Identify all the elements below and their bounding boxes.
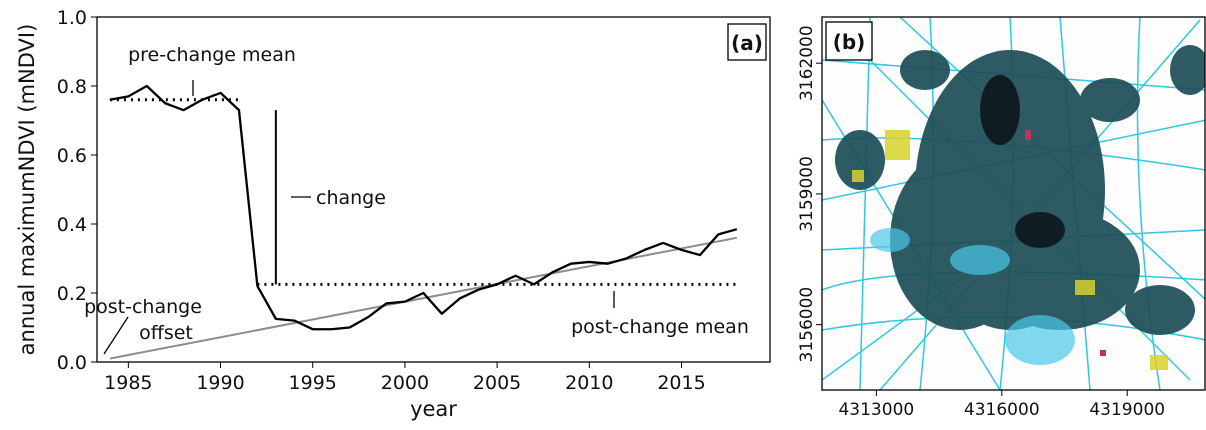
y-tick-label: 0.2 bbox=[57, 283, 87, 305]
y-tick-label: 3159000 bbox=[797, 156, 817, 232]
x-tick-label: 4313000 bbox=[838, 400, 914, 420]
annotation: post-change mean bbox=[571, 316, 749, 338]
x-tick-label: 2015 bbox=[657, 372, 705, 394]
y-tick-label: 1.0 bbox=[57, 7, 87, 29]
y-tick-label: 0.0 bbox=[57, 352, 87, 374]
annotation: offset bbox=[139, 322, 193, 344]
x-tick-label: 1995 bbox=[289, 372, 337, 394]
x-axis-label: year bbox=[410, 397, 457, 421]
annotation: pre-change mean bbox=[128, 44, 296, 66]
x-tick-label: 2005 bbox=[473, 372, 521, 394]
y-tick-label: 0.8 bbox=[57, 76, 87, 98]
panel-label: (b) bbox=[833, 30, 866, 54]
y-tick-label: 0.4 bbox=[57, 214, 87, 236]
map-image bbox=[822, 17, 1206, 390]
x-tick-label: 2000 bbox=[381, 372, 429, 394]
x-tick-label: 4319000 bbox=[1089, 400, 1165, 420]
y-tick-label: 3162000 bbox=[797, 25, 817, 101]
x-tick-label: 1985 bbox=[104, 372, 152, 394]
x-tick-label: 1990 bbox=[196, 372, 244, 394]
panel-label: (a) bbox=[731, 31, 763, 55]
y-tick-label: 0.6 bbox=[57, 145, 87, 167]
y-axis-label: annual maximumNDVI (mNDVI) bbox=[15, 24, 39, 356]
figure: 0.0 0.2 0.4 0.6 0.8 1.0 1985 1990 1995 2000 2005 20… bbox=[0, 0, 1206, 426]
y-tick-label: 3156000 bbox=[797, 287, 817, 363]
annotation: change bbox=[316, 187, 386, 209]
x-tick-label: 2010 bbox=[565, 372, 613, 394]
x-tick-label: 4316000 bbox=[964, 400, 1040, 420]
annotation: post-change bbox=[84, 296, 202, 318]
